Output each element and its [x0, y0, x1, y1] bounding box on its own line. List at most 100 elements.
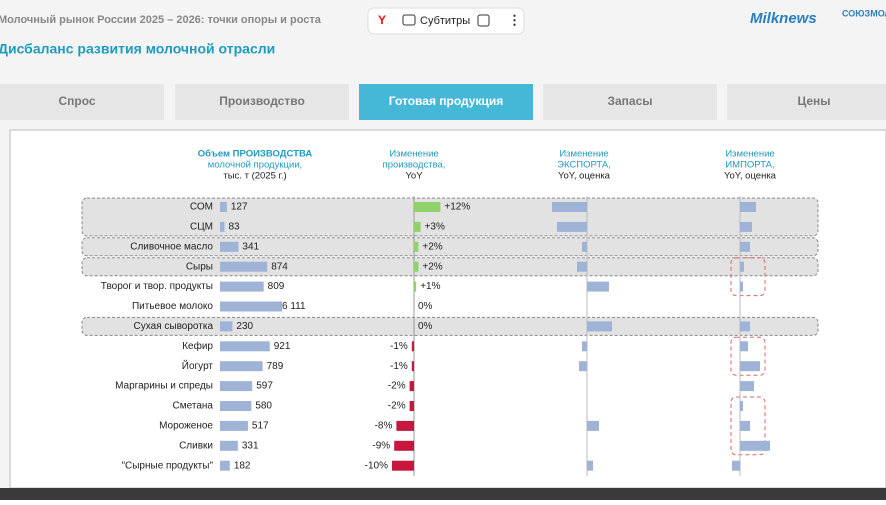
import-bar	[732, 460, 740, 471]
import-bar	[740, 361, 760, 372]
volume-bar	[220, 420, 248, 431]
import-bar	[740, 341, 748, 352]
yandex-icon[interactable]: Y	[378, 13, 386, 27]
volume-bar	[220, 321, 233, 332]
volume-bar	[220, 460, 230, 471]
row-label: СЦМ	[190, 222, 213, 233]
tab-label[interactable]: Спрос	[58, 94, 95, 108]
yoy-label: -2%	[388, 381, 406, 392]
yoy-label: +3%	[425, 222, 445, 233]
export-bar	[557, 221, 587, 232]
highlight-box	[81, 316, 819, 336]
volume-label: 182	[234, 460, 251, 471]
volume-label: 597	[256, 381, 273, 392]
volume-bar	[220, 261, 268, 272]
highlight-box	[81, 237, 819, 257]
yoy-label: -9%	[372, 440, 390, 451]
subtitles-button[interactable]: Субтитры	[420, 15, 470, 27]
logo-soyuzmoloko: СОЮЗМОЛО	[842, 8, 886, 18]
yoy-bar	[409, 401, 414, 411]
export-bar	[577, 261, 587, 272]
import-bar	[740, 401, 743, 411]
volume-bar	[220, 301, 282, 312]
row-label: "Сырные продукты"	[121, 460, 213, 471]
tab[interactable]	[0, 84, 164, 120]
import-bar	[740, 202, 756, 212]
import-bar	[740, 281, 743, 292]
tab[interactable]	[727, 84, 886, 120]
tab[interactable]	[543, 84, 717, 120]
import-bar	[740, 381, 754, 392]
row-label: Творог и твор. продукты	[101, 281, 213, 292]
volume-bar	[220, 401, 252, 411]
slide-title: Дисбаланс развития молочной отрасли	[0, 41, 275, 57]
yoy-bar	[414, 221, 421, 232]
import-bar	[740, 440, 770, 451]
row-label: Питьевое молоко	[132, 301, 213, 312]
yoy-bar	[409, 381, 414, 392]
row-label: Сметана	[173, 401, 214, 412]
volume-bar	[220, 221, 225, 232]
column-header: тыс. т (2025 г.)	[223, 171, 286, 182]
volume-bar	[220, 241, 239, 252]
yoy-bar	[394, 440, 414, 451]
row-label: Кефир	[182, 340, 213, 352]
export-bar	[582, 341, 587, 352]
column-header: YoY	[405, 171, 423, 182]
yoy-bar	[392, 460, 414, 471]
menu-icon[interactable]: ⋮	[508, 12, 521, 27]
volume-label: 341	[242, 241, 259, 252]
yoy-label: +1%	[420, 281, 440, 292]
import-bar	[740, 321, 750, 332]
yoy-bar	[396, 420, 414, 431]
tab[interactable]	[175, 84, 349, 120]
volume-label: 83	[228, 222, 240, 233]
export-bar	[579, 361, 587, 372]
tab-label[interactable]: Готовая продукция	[389, 94, 503, 108]
yoy-bar	[414, 202, 441, 212]
export-bar	[587, 420, 599, 431]
column-header: производства,	[383, 160, 446, 171]
volume-bar	[220, 281, 264, 292]
yoy-bar	[414, 281, 417, 292]
tab-label[interactable]: Цены	[797, 94, 830, 108]
tab[interactable]	[359, 84, 533, 120]
yoy-bar	[414, 261, 419, 272]
volume-label: 517	[252, 421, 269, 432]
column-header: YoY, оценка	[558, 171, 611, 182]
tab-label[interactable]: Производство	[219, 94, 305, 108]
logo-milknews: Milknews	[750, 10, 817, 27]
yoy-label: 0%	[418, 321, 433, 332]
volume-label: 230	[236, 321, 253, 332]
volume-bar	[220, 440, 238, 451]
volume-label: 127	[231, 202, 248, 213]
column-header: Изменение	[389, 149, 438, 160]
yoy-label: +12%	[444, 202, 470, 213]
row-label: Сыры	[186, 261, 213, 272]
row-label: Сливочное масло	[130, 241, 213, 252]
column-header: ЭКСПОРТА,	[557, 160, 611, 171]
yoy-label: -1%	[390, 361, 408, 372]
import-bar	[740, 221, 752, 232]
yoy-label: -1%	[390, 341, 408, 352]
pip-icon[interactable]	[477, 14, 490, 27]
volume-label: 331	[242, 440, 259, 451]
volume-label: 921	[274, 341, 291, 352]
column-header: YoY, оценка	[724, 171, 777, 182]
video-progress-bar	[0, 488, 886, 500]
row-label: Сливки	[179, 440, 213, 451]
yoy-label: +2%	[422, 241, 442, 252]
import-highlight	[730, 396, 766, 456]
export-bar	[582, 241, 587, 252]
row-label: Сухая сыворотка	[134, 321, 214, 332]
video-title: Молочный рынок России 2025 – 2026: точки…	[0, 14, 322, 26]
volume-label: 874	[271, 261, 288, 272]
import-bar	[740, 261, 744, 272]
tab-label[interactable]: Запасы	[607, 94, 652, 108]
volume-label: 6 111	[282, 301, 306, 312]
row-label: Йогурт	[182, 359, 214, 372]
export-bar	[587, 460, 593, 471]
row-label: СОМ	[190, 202, 213, 213]
export-bar	[552, 202, 587, 212]
